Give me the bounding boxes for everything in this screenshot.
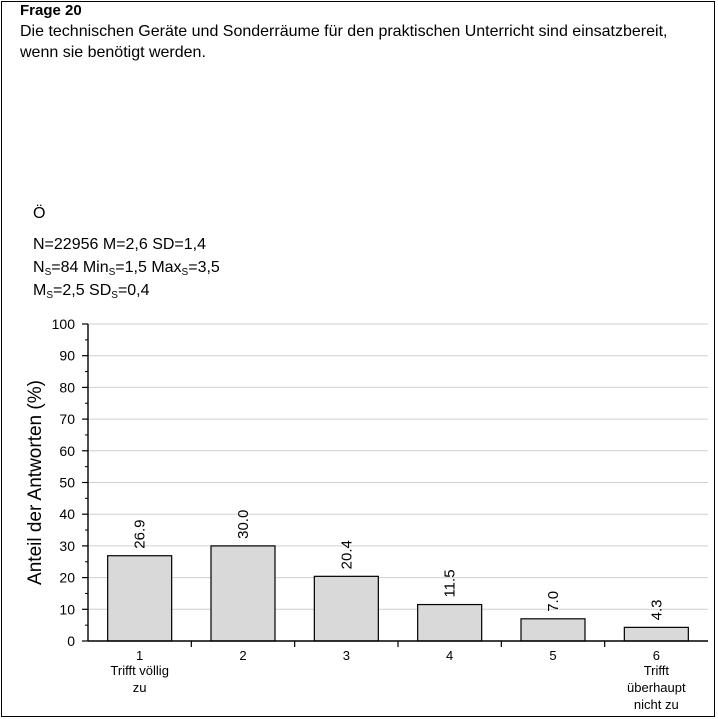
- ns-subscript: S: [44, 267, 52, 278]
- max-value: =3,5: [188, 259, 220, 276]
- question-text: Die technischen Geräte und Sonderräume f…: [20, 23, 668, 61]
- bar: [313, 575, 379, 642]
- y-axis-title: Anteil der Antworten (%): [25, 380, 46, 585]
- sds-value: =0,4: [117, 282, 150, 299]
- bar-value-label: 20.4: [338, 540, 355, 569]
- bar: [417, 603, 483, 642]
- x-tick-label: 6: [653, 648, 660, 663]
- grid-lines: [88, 323, 708, 610]
- y-tick-label: 10: [59, 601, 75, 617]
- y-tick-label: 40: [59, 506, 75, 522]
- stats-line-1: N=22956 M=2,6 SD=1,4: [33, 236, 207, 253]
- y-tick-label: 30: [59, 538, 75, 554]
- ns-value: =84: [51, 259, 83, 276]
- category-label: zu: [133, 680, 147, 695]
- bar: [623, 626, 689, 642]
- bar-value-label: 30.0: [235, 510, 252, 539]
- category-label: überhaupt: [627, 680, 686, 695]
- category-label: nicht zu: [634, 697, 679, 712]
- y-tick-label: 60: [59, 443, 75, 459]
- x-tick-label: 3: [343, 648, 350, 663]
- bar-value-label: 4.3: [648, 600, 665, 621]
- y-tick-label: 80: [59, 379, 75, 395]
- bar-value-label: 26.9: [132, 520, 149, 549]
- ns-label: N: [33, 259, 45, 276]
- y-tick-label: 0: [67, 633, 75, 649]
- bars: [107, 545, 689, 642]
- x-tick-label: 2: [239, 648, 246, 663]
- ms-value: =2,5: [53, 282, 90, 299]
- bar: [107, 555, 173, 642]
- question-number: Frage 20: [20, 2, 82, 19]
- min-subscript: S: [108, 267, 116, 278]
- y-tick-label: 70: [59, 411, 75, 427]
- y-tick-label: 100: [52, 316, 76, 332]
- ms-subscript: S: [46, 290, 53, 301]
- x-tick-label: 1: [136, 648, 143, 663]
- bar: [520, 618, 586, 642]
- min-value: =1,5: [115, 259, 152, 276]
- y-tick-label: 20: [59, 570, 75, 586]
- sds-label: SD: [89, 282, 112, 299]
- min-label: Min: [82, 259, 109, 276]
- y-tick-label: 90: [59, 348, 75, 364]
- axes: [82, 323, 708, 647]
- max-label: Max: [151, 259, 182, 276]
- category-label: Trifft: [644, 663, 670, 678]
- x-tick-label: 5: [549, 648, 556, 663]
- group-label: Ö: [33, 205, 46, 222]
- bar: [210, 545, 276, 642]
- x-tick-label: 4: [446, 648, 453, 663]
- max-subscript: S: [181, 267, 189, 278]
- y-tick-label: 50: [59, 475, 75, 491]
- category-label: Trifft völlig: [110, 663, 169, 678]
- stats-line-2: NS=84 MinS=1,5 MaxS=3,5: [33, 259, 220, 278]
- stats-line-3: MS=2,5 SDS=0,4: [33, 282, 150, 301]
- bar-value-label: 7.0: [545, 591, 562, 612]
- sds-subscript: S: [111, 290, 118, 301]
- ms-label: M: [33, 282, 47, 299]
- bar-value-label: 11.5: [442, 569, 459, 597]
